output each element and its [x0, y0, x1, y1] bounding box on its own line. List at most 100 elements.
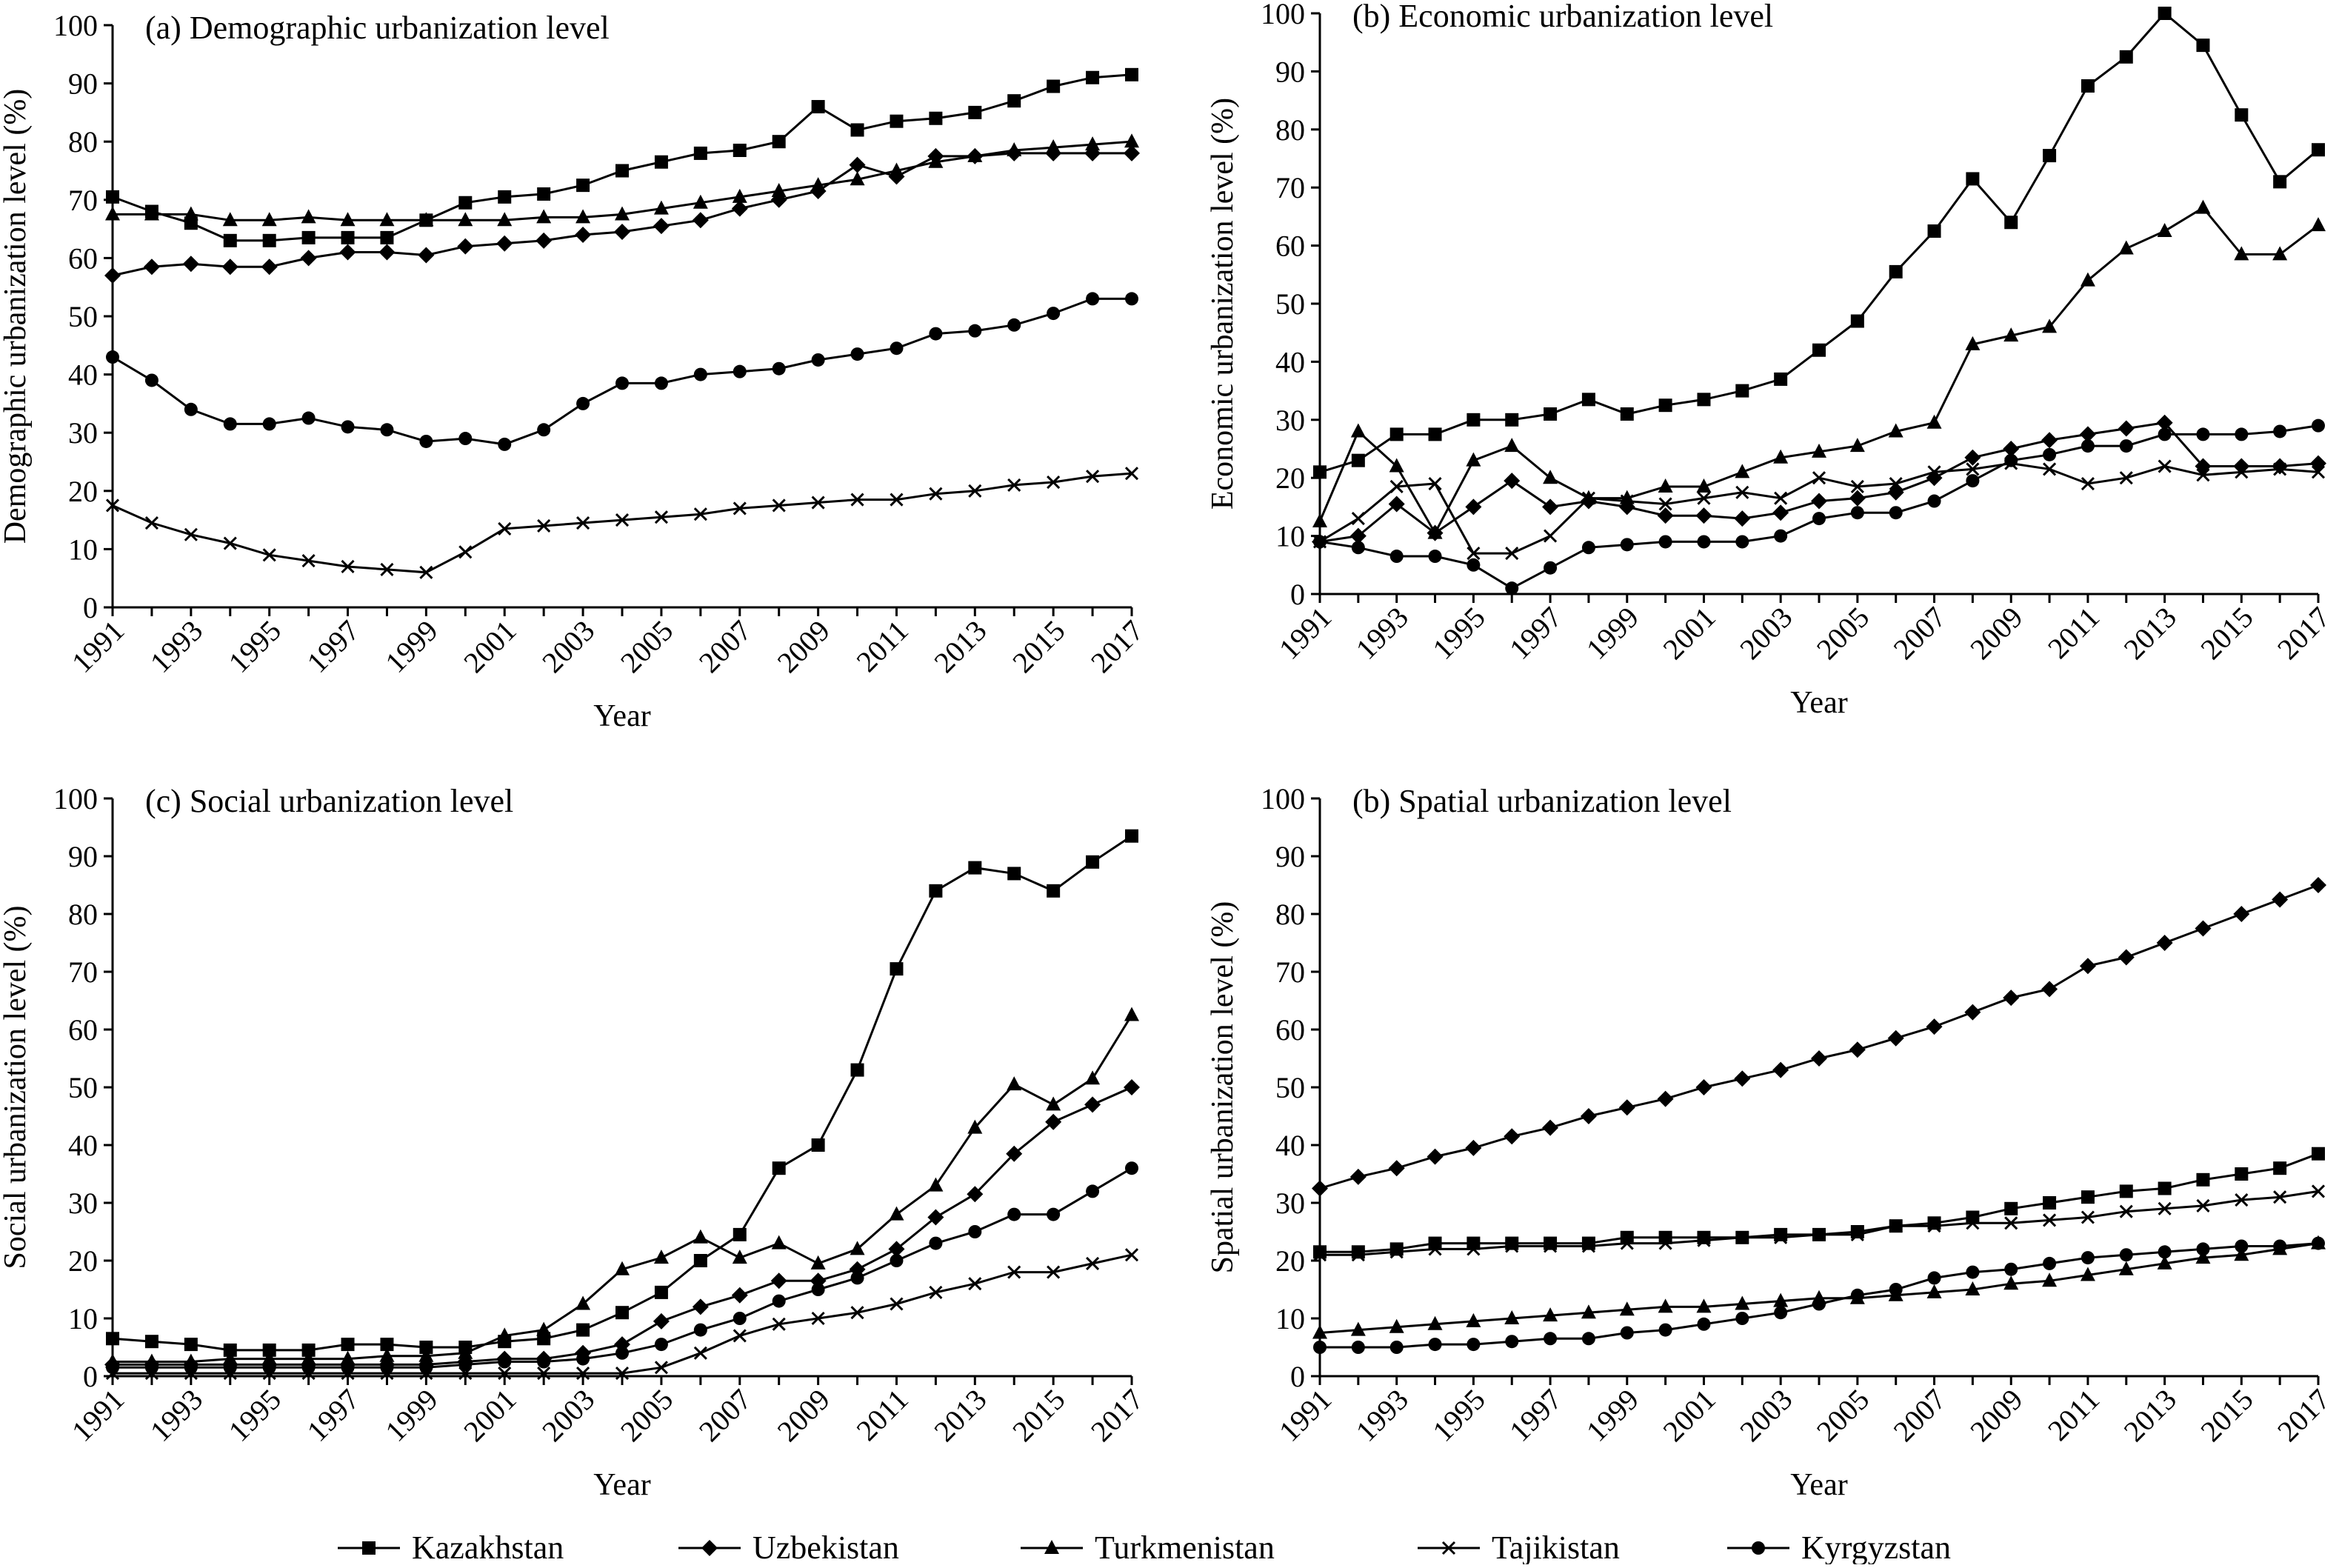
series-tajikistan [105, 467, 1139, 579]
data-point-kazakhstan [2043, 1196, 2057, 1210]
series-line-kazakhstan [1319, 11, 2319, 473]
x-tick-label: 2015 [1006, 614, 1071, 679]
data-point-turkmenistan [497, 1327, 513, 1342]
x-tick-label: 2001 [1656, 601, 1721, 666]
data-point-kazakhstan [693, 146, 707, 160]
series-tajikistan [1312, 1184, 2326, 1262]
data-point-tajikistan [968, 1277, 982, 1291]
data-point-tajikistan [2043, 462, 2057, 476]
chart-title: (b) Spatial urbanization level [1352, 783, 1732, 819]
data-point-turkmenistan [1389, 458, 1404, 473]
data-point-kazakhstan [1850, 1225, 1864, 1238]
series-uzbekistan [1312, 877, 2326, 1197]
data-point-turkmenistan [1926, 414, 1942, 429]
data-point-kyrgyzstan [772, 1294, 786, 1308]
x-tick-label: 1997 [301, 614, 366, 679]
data-point-tajikistan [576, 1367, 590, 1381]
data-point-kyrgyzstan [537, 1355, 551, 1369]
data-point-uzbekistan [888, 1241, 905, 1258]
data-point-turkmenistan [2118, 240, 2134, 255]
data-point-kazakhstan [1428, 427, 1442, 441]
data-point-turkmenistan [2118, 1261, 2134, 1275]
data-point-kyrgyzstan [184, 1361, 198, 1375]
data-point-turkmenistan [1965, 336, 1981, 350]
x-tick-label: 2003 [535, 614, 601, 679]
data-point-kyrgyzstan [2081, 439, 2095, 453]
data-point-kyrgyzstan [1007, 318, 1021, 332]
data-point-tajikistan [1581, 1239, 1595, 1253]
data-point-turkmenistan [2042, 318, 2058, 333]
data-point-kazakhstan [380, 1338, 394, 1352]
x-tick-label: 1999 [1580, 1383, 1645, 1448]
x-tick-label: 2007 [693, 1383, 758, 1448]
data-point-uzbekistan [1542, 498, 1559, 516]
data-point-kyrgyzstan [2119, 1248, 2133, 1262]
data-point-kazakhstan [1658, 398, 1672, 413]
data-point-kazakhstan [1544, 407, 1558, 421]
data-point-kazakhstan [733, 143, 747, 157]
x-tick-label: 2015 [1006, 1383, 1071, 1448]
x-tick-label: 2005 [1810, 1383, 1875, 1448]
legend-marker [1044, 1540, 1059, 1554]
y-tick-label: 20 [68, 1244, 98, 1278]
data-point-tajikistan [811, 496, 825, 510]
data-point-tajikistan [772, 498, 786, 513]
data-point-kyrgyzstan [1850, 1288, 1864, 1302]
x-tick-label: 2005 [614, 1383, 679, 1448]
data-point-tajikistan [1927, 465, 1941, 479]
data-point-tajikistan [2043, 1213, 2057, 1227]
data-point-tajikistan [1735, 485, 1749, 499]
data-point-kyrgyzstan [1389, 1341, 1404, 1354]
data-point-turkmenistan [340, 212, 356, 227]
data-point-turkmenistan [458, 212, 473, 227]
data-point-uzbekistan [2310, 877, 2326, 893]
data-point-tajikistan [1312, 1248, 1327, 1262]
data-point-tajikistan [1658, 1236, 1672, 1250]
data-point-tajikistan [2273, 462, 2287, 476]
x-tick-label: 1991 [65, 614, 130, 679]
data-point-kyrgyzstan [850, 1271, 864, 1285]
series-kyrgyzstan [106, 292, 1138, 451]
data-point-kazakhstan [144, 1335, 159, 1349]
data-point-turkmenistan [2234, 246, 2249, 261]
data-point-turkmenistan [1046, 139, 1061, 154]
x-tick-label: 2017 [1084, 1383, 1150, 1448]
data-point-kyrgyzstan [380, 1361, 394, 1375]
x-tick-label: 2013 [2118, 1383, 2183, 1448]
data-point-uzbekistan [2118, 420, 2135, 437]
data-point-uzbekistan [2156, 935, 2173, 951]
data-point-turkmenistan [732, 1250, 747, 1264]
data-point-tajikistan [1428, 1242, 1442, 1256]
data-point-turkmenistan [2003, 1275, 2019, 1290]
legend-label: Uzbekistan [753, 1529, 899, 1564]
data-point-kazakhstan [1581, 1236, 1595, 1250]
chart-title: (c) Social urbanization level [145, 783, 513, 819]
y-tick-label: 50 [1275, 1071, 1305, 1104]
y-tick-label: 60 [68, 241, 98, 275]
y-tick-label: 80 [1275, 113, 1305, 147]
legend: Kazakhstan Uzbekistan Turkmenistan Tajikist… [338, 1529, 1951, 1564]
data-point-tajikistan [1544, 529, 1558, 543]
data-point-tajikistan [1735, 1230, 1749, 1244]
data-point-kazakhstan [1927, 1216, 1941, 1230]
data-point-kyrgyzstan [1774, 529, 1788, 543]
data-point-tajikistan [772, 1317, 786, 1331]
data-point-tajikistan [1351, 1248, 1365, 1262]
data-point-turkmenistan [1619, 1301, 1635, 1316]
data-point-turkmenistan [1427, 524, 1443, 539]
data-point-kyrgyzstan [458, 1358, 473, 1372]
data-point-kazakhstan [1086, 70, 1100, 84]
data-point-tajikistan [890, 1297, 904, 1311]
data-point-kazakhstan [1620, 407, 1634, 421]
data-point-kyrgyzstan [929, 1236, 943, 1250]
data-point-tajikistan [2311, 1184, 2326, 1198]
series-kazakhstan [106, 829, 1138, 1357]
data-point-kazakhstan [498, 190, 512, 204]
chart-panel-3: 0 10 20 30 40 50 60 70 80 90 100 1991 1993 1995 1997 19… [0, 782, 1150, 1502]
data-point-tajikistan [576, 516, 590, 530]
data-point-tajikistan [1124, 467, 1139, 481]
data-point-turkmenistan [536, 1321, 552, 1336]
data-point-kazakhstan [1351, 1245, 1365, 1259]
data-point-kyrgyzstan [1735, 1312, 1749, 1325]
data-point-turkmenistan [340, 1350, 356, 1365]
